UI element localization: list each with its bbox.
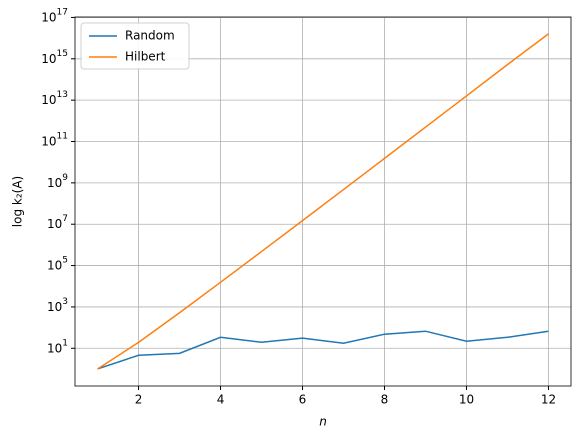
y-axis-label: log k₂(A) [11, 176, 25, 227]
plot-frame [74, 16, 572, 387]
x-tick-label: 10 [459, 393, 474, 407]
y-tick-label: 105 [47, 255, 68, 272]
legend-label: Hilbert [125, 50, 166, 64]
y-tick-label: 1017 [41, 7, 68, 24]
y-tick-label: 1013 [41, 90, 68, 107]
x-tick-label: 6 [299, 393, 307, 407]
x-tick-label: 8 [381, 393, 389, 407]
legend-label: Random [125, 29, 175, 43]
series-line [97, 330, 549, 370]
x-tick-label: 2 [135, 393, 143, 407]
x-tick-label: 4 [217, 393, 225, 407]
y-tick-label: 109 [47, 172, 68, 189]
y-tick-label: 101 [47, 338, 68, 355]
y-tick-label: 1011 [41, 131, 68, 148]
y-tick-label: 1015 [41, 48, 68, 65]
x-axis-label: n [319, 415, 327, 429]
x-tick-label: 12 [541, 393, 556, 407]
y-tick-label: 107 [47, 214, 68, 231]
y-tick-label: 103 [47, 296, 68, 313]
series-line [97, 33, 549, 370]
